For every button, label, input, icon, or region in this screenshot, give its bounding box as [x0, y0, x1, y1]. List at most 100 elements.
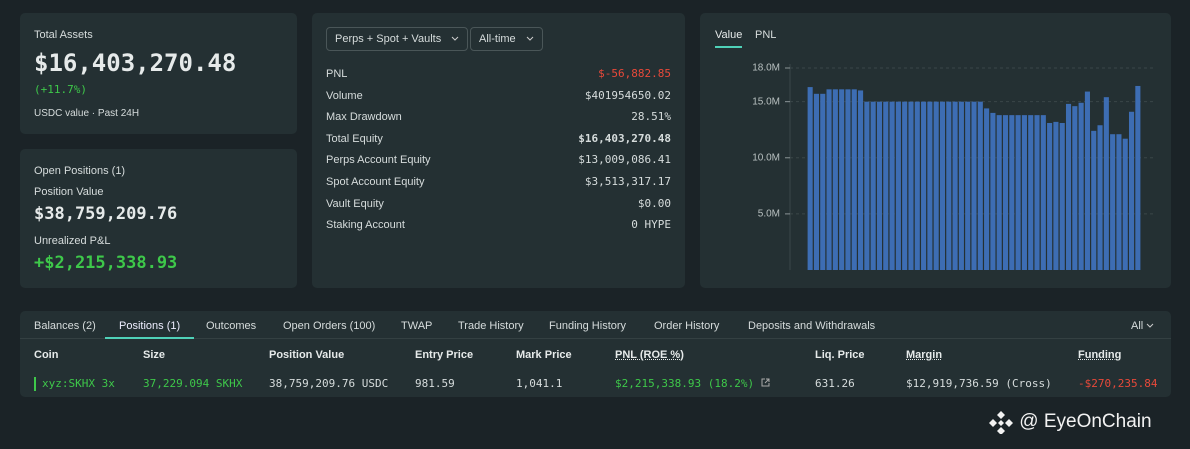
bar [870, 101, 876, 271]
total-assets-panel: Total Assets $16,403,270.48 (+11.7%) USD… [20, 13, 297, 134]
bar [895, 101, 901, 271]
bar [990, 112, 996, 270]
tab[interactable]: Order History [654, 320, 720, 332]
bar [851, 89, 857, 270]
bar-chart: 5.0M 10.0M 15.0M 18.0M [752, 63, 1155, 271]
bar [807, 87, 813, 270]
tab[interactable]: Balances (2) [34, 320, 96, 332]
row-value: 0 HYPE [631, 218, 671, 232]
bar [1028, 115, 1034, 270]
tab[interactable]: Open Orders (100) [283, 320, 376, 332]
cell: 38,759,209.76 USDC [269, 377, 389, 390]
bar [1059, 122, 1065, 270]
row-value: $0.00 [637, 196, 671, 210]
bar [889, 101, 895, 271]
note: USDC value · Past 24H [34, 108, 140, 119]
divider [20, 338, 1171, 339]
tab[interactable]: TWAP [401, 320, 433, 332]
column-header: Entry Price [415, 349, 474, 361]
cell: 37,229.094 SKHX [143, 377, 243, 390]
logo [989, 411, 1013, 435]
row-value: $13,009,086.41 [578, 153, 671, 167]
watermark-text: @ EyeOnChain [1019, 411, 1152, 433]
label: Total Assets [34, 29, 93, 41]
bar [845, 89, 851, 270]
column-header: Coin [34, 349, 59, 361]
cell: $12,919,736.59 (Cross) [906, 377, 1052, 390]
bar [1097, 125, 1103, 270]
label: Position Value [34, 186, 104, 198]
tab[interactable]: Positions (1) [105, 319, 195, 339]
tab[interactable]: Outcomes [206, 320, 257, 332]
column-header: PNL (ROE %) [615, 349, 684, 361]
row-label: Total Equity [326, 132, 383, 145]
y-tick-label: 10.0M [752, 152, 780, 163]
bar [921, 101, 927, 271]
bar [1065, 103, 1072, 271]
column-header: Margin [906, 349, 943, 361]
bar [1128, 111, 1135, 271]
chevron [451, 36, 459, 41]
y-tick-label: 5.0M [758, 209, 780, 220]
bar [996, 115, 1002, 270]
bar [1103, 97, 1109, 270]
bar [1015, 115, 1021, 270]
cell: $2,215,338.93 (18.2%) [615, 377, 770, 391]
bar [1021, 115, 1027, 270]
cell: 1,041.1 [516, 377, 563, 390]
positions-table-panel: Balances (2) Positions (1) Outcomes Open Or… [20, 311, 1171, 397]
row-label: Max Drawdown [326, 111, 402, 124]
bar [1002, 115, 1009, 270]
row-label: Vault Equity [326, 197, 384, 210]
bar [820, 93, 826, 270]
column-header: Position Value [269, 349, 345, 361]
row-label: Perps Account Equity [326, 154, 431, 167]
row-value: $3,513,317.17 [584, 175, 671, 188]
chart-tab[interactable]: PNL [755, 29, 777, 41]
tab[interactable]: Trade History [458, 320, 524, 332]
bar [1034, 115, 1040, 270]
tab[interactable]: Deposits and Withdrawals [748, 320, 876, 332]
tab[interactable]: Funding History [549, 320, 627, 332]
bar [826, 89, 832, 270]
label: Unrealized P&L [34, 235, 111, 247]
row-value: 28.51% [631, 110, 671, 124]
bar [1091, 130, 1097, 270]
row-label: Spot Account Equity [326, 176, 425, 188]
bar [1009, 115, 1015, 270]
cell: 981.59 [415, 377, 455, 390]
title: Open Positions (1) [34, 165, 126, 177]
bar [984, 108, 990, 271]
column-header: Liq. Price [815, 349, 865, 361]
pnl: +$2,215,338.93 [34, 253, 178, 273]
row-label: Volume [326, 89, 363, 102]
chart-tab[interactable]: Value [715, 28, 743, 48]
row-label: PNL [326, 68, 348, 80]
filter-text: All-time [479, 33, 516, 45]
bar [832, 89, 838, 270]
bar [1116, 134, 1122, 270]
bar [952, 101, 958, 271]
column-header: Mark Price [516, 349, 572, 361]
bar [914, 101, 920, 271]
bar [1078, 102, 1084, 271]
bar [1135, 85, 1141, 270]
row-label: Staking Account [326, 219, 405, 232]
external-link-icon[interactable] [761, 378, 770, 387]
chart-panel: Value PNL 5.0M 10.0M 15.0M 18.0M [700, 13, 1171, 288]
positions-panel: Open Positions (1) Position Value $38,75… [20, 149, 297, 288]
range-dropdown[interactable]: All-time [470, 27, 543, 51]
bar [902, 101, 908, 271]
filter-dropdown[interactable]: Perps + Spot + Vaults [326, 27, 469, 51]
tab-filter[interactable]: All [1131, 319, 1154, 333]
bar [933, 101, 939, 271]
bar [1122, 138, 1128, 270]
bar [908, 101, 914, 271]
bar [939, 101, 946, 271]
bar [958, 101, 964, 271]
bar [1084, 91, 1090, 270]
bar [965, 101, 971, 271]
cell: -$270,235.84 [1078, 377, 1158, 390]
chevron [1146, 323, 1154, 328]
